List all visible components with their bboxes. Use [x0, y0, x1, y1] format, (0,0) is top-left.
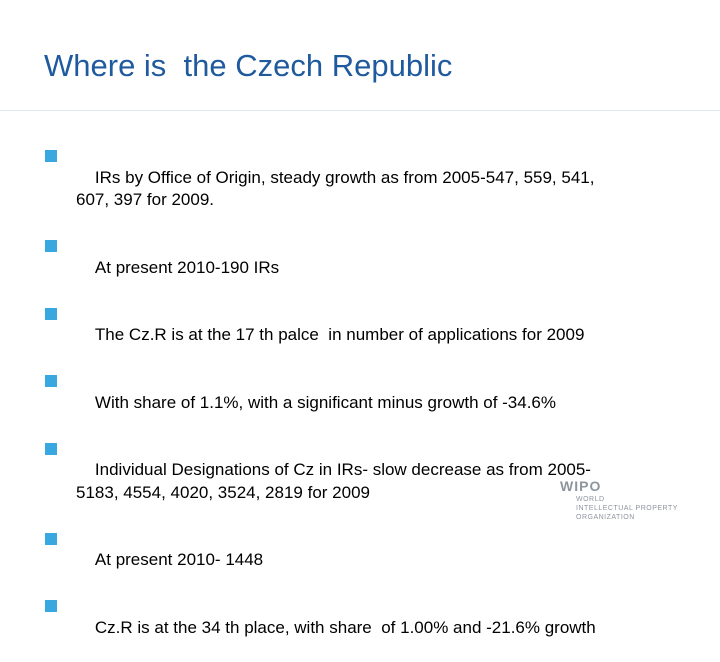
- bullet-item: With share of 1.1%, with a significant m…: [45, 369, 705, 437]
- bullet-text: IRs by Office of Origin, steady growth a…: [76, 167, 595, 210]
- logo-subtitle: WORLD INTELLECTUAL PROPERTY ORGANIZATION: [576, 495, 678, 522]
- square-bullet-icon: [45, 375, 57, 387]
- wipo-logo: WIPO WORLD INTELLECTUAL PROPERTY ORGANIZ…: [560, 478, 710, 538]
- square-bullet-icon: [45, 532, 57, 545]
- logo-line-2: INTELLECTUAL PROPERTY: [576, 505, 678, 512]
- logo-line-3: ORGANIZATION: [576, 514, 635, 521]
- bullet-text: Individual Designations of Cz in IRs- sl…: [76, 460, 591, 502]
- square-bullet-icon: [45, 307, 57, 320]
- slide-title: Where is the Czech Republic: [44, 48, 453, 83]
- bullet-item: Cz.R is at the 34 th place, with share o…: [45, 594, 705, 662]
- bullet-item: Individual Designations of Cz in IRs- sl…: [45, 437, 705, 527]
- square-bullet-icon: [45, 240, 57, 252]
- bullet-item: IRs by Office of Origin, steady growth a…: [45, 144, 705, 234]
- square-bullet-icon: [45, 150, 57, 162]
- logo-line-1: WORLD: [576, 496, 605, 503]
- bullet-text: At present 2010-190 IRs: [94, 257, 280, 277]
- bullet-text: At present 2010- 1448: [94, 550, 264, 569]
- bullet-text: The Cz.R is at the 17 th palce in number…: [94, 325, 585, 344]
- bullet-item: At present 2010-190 IRs: [45, 234, 705, 302]
- square-bullet-icon: [45, 600, 57, 612]
- logo-wordmark: WIPO: [560, 478, 602, 494]
- bullet-text: With share of 1.1%, with a significant m…: [94, 392, 557, 412]
- title-divider: [0, 110, 720, 111]
- bullet-list: IRs by Office of Origin, steady growth a…: [45, 144, 705, 662]
- bullet-item: The Cz.R is at the 17 th palce in number…: [45, 302, 705, 370]
- square-bullet-icon: [45, 442, 57, 455]
- bullet-text: Cz.R is at the 34 th place, with share o…: [94, 617, 596, 637]
